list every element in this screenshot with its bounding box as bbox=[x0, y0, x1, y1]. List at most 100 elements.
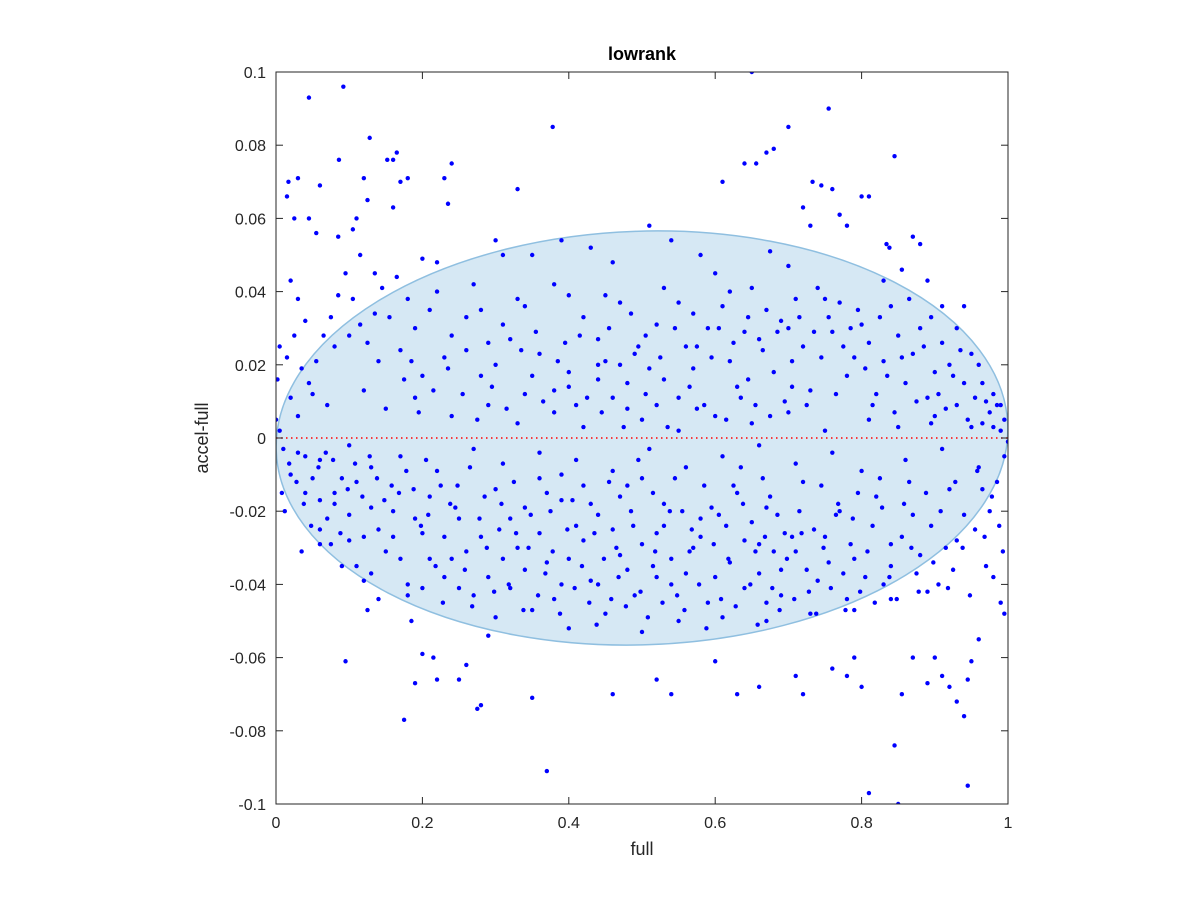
data-point bbox=[623, 604, 629, 609]
data-point bbox=[669, 582, 674, 587]
y-tick-label: 0.1 bbox=[244, 65, 266, 82]
data-point bbox=[936, 391, 941, 397]
data-point bbox=[756, 336, 762, 342]
data-point bbox=[720, 304, 725, 309]
data-point bbox=[581, 538, 586, 543]
data-point bbox=[573, 402, 579, 408]
data-point bbox=[863, 366, 868, 371]
data-point bbox=[310, 391, 315, 397]
data-point bbox=[1002, 611, 1007, 616]
data-point bbox=[888, 304, 894, 309]
data-point bbox=[572, 585, 577, 591]
data-point bbox=[698, 534, 703, 540]
data-point bbox=[792, 596, 797, 602]
data-point bbox=[405, 582, 410, 587]
data-point bbox=[526, 545, 531, 550]
data-point bbox=[669, 238, 674, 243]
data-point bbox=[764, 618, 769, 624]
data-point bbox=[276, 417, 279, 422]
data-point bbox=[647, 366, 652, 371]
data-point bbox=[808, 388, 813, 393]
data-point bbox=[740, 501, 746, 507]
data-point bbox=[972, 395, 978, 400]
data-point bbox=[980, 487, 985, 492]
data-point bbox=[698, 252, 703, 258]
data-point bbox=[372, 271, 378, 276]
data-point bbox=[896, 424, 901, 430]
data-point bbox=[420, 256, 425, 261]
data-point bbox=[530, 695, 535, 701]
data-point bbox=[595, 336, 601, 342]
data-point bbox=[478, 702, 484, 708]
data-point bbox=[852, 556, 857, 561]
data-point bbox=[821, 545, 826, 550]
data-point bbox=[804, 567, 809, 572]
data-point bbox=[723, 523, 729, 529]
data-point bbox=[857, 589, 863, 594]
data-point bbox=[939, 304, 945, 309]
data-point bbox=[588, 578, 593, 583]
data-point bbox=[365, 607, 370, 613]
data-point bbox=[537, 476, 542, 481]
data-point bbox=[881, 358, 886, 364]
data-point bbox=[881, 582, 886, 587]
data-point bbox=[749, 285, 754, 291]
data-point bbox=[848, 541, 853, 547]
x-tick-label: 0.8 bbox=[850, 815, 872, 832]
data-point bbox=[835, 501, 841, 507]
data-point bbox=[742, 538, 747, 543]
data-point bbox=[294, 479, 299, 485]
data-point bbox=[822, 534, 828, 540]
data-point bbox=[522, 391, 528, 397]
x-tick-label: 0.4 bbox=[558, 815, 580, 832]
data-point bbox=[493, 362, 498, 367]
data-point bbox=[680, 509, 685, 514]
data-point bbox=[464, 347, 469, 353]
data-point bbox=[906, 479, 912, 485]
data-point bbox=[577, 333, 582, 338]
data-point bbox=[394, 274, 399, 280]
data-point bbox=[504, 406, 509, 411]
data-point bbox=[387, 315, 392, 320]
data-point bbox=[643, 391, 648, 397]
data-point bbox=[713, 413, 718, 419]
data-point bbox=[625, 380, 630, 386]
data-point bbox=[954, 538, 959, 543]
data-point bbox=[910, 234, 916, 239]
data-point bbox=[528, 512, 533, 518]
data-point bbox=[745, 315, 751, 320]
data-point bbox=[478, 373, 484, 378]
data-point bbox=[654, 322, 659, 327]
data-point bbox=[383, 549, 388, 554]
data-point bbox=[844, 223, 850, 228]
data-point bbox=[617, 362, 623, 367]
data-point bbox=[548, 509, 553, 514]
data-point bbox=[749, 519, 754, 525]
data-point bbox=[775, 512, 780, 518]
data-point bbox=[806, 589, 812, 594]
data-point bbox=[396, 490, 402, 496]
y-tick-label: 0.06 bbox=[235, 211, 266, 228]
data-point bbox=[961, 713, 967, 719]
data-point bbox=[1002, 454, 1007, 459]
data-point bbox=[923, 490, 929, 496]
data-point bbox=[914, 399, 919, 404]
data-point bbox=[456, 677, 462, 682]
data-point bbox=[530, 607, 535, 613]
data-point bbox=[676, 618, 681, 624]
data-point bbox=[972, 527, 978, 532]
x-tick-label: 0.2 bbox=[411, 815, 433, 832]
data-point bbox=[416, 410, 421, 415]
data-point bbox=[877, 476, 883, 481]
data-point bbox=[859, 322, 864, 327]
data-point bbox=[412, 516, 418, 521]
data-point bbox=[434, 677, 440, 682]
data-point bbox=[786, 124, 791, 130]
data-point bbox=[412, 395, 418, 400]
data-point bbox=[720, 179, 725, 184]
data-point bbox=[339, 476, 345, 481]
data-point bbox=[899, 692, 905, 697]
data-point bbox=[284, 355, 290, 360]
data-point bbox=[306, 95, 312, 100]
data-point bbox=[336, 157, 342, 163]
